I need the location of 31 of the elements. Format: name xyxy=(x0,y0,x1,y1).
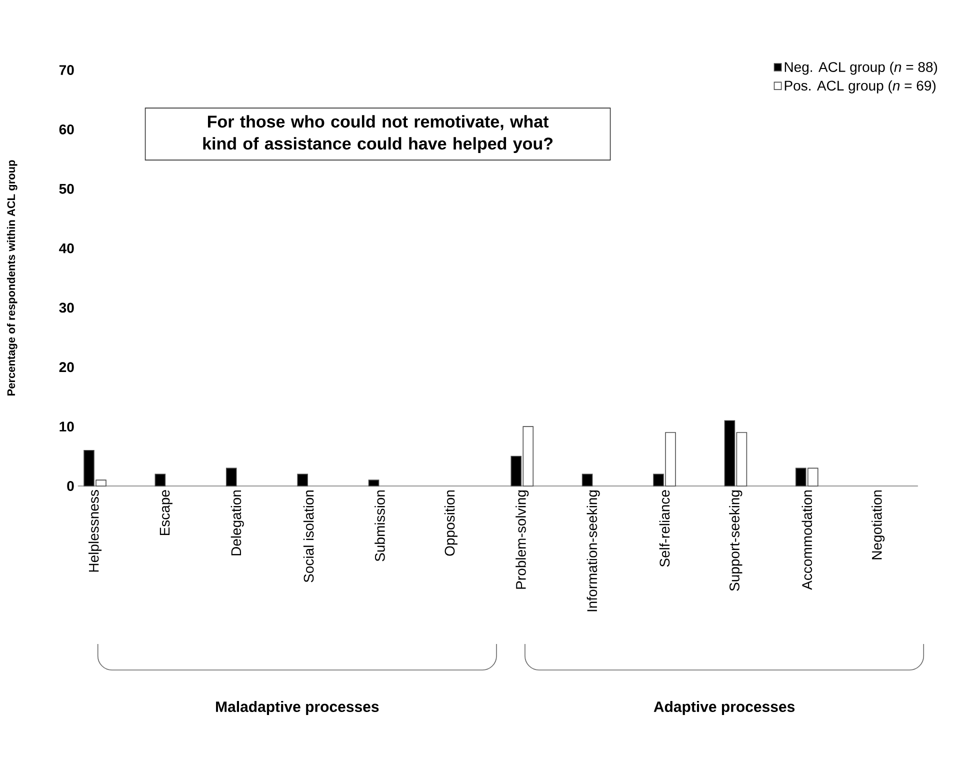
y-tick-label: 70 xyxy=(59,65,74,75)
x-tick-label: Social isolation xyxy=(303,490,314,582)
x-tick-label: Escape xyxy=(160,490,172,536)
y-tick-label: 30 xyxy=(59,302,74,313)
y-tick-label: 60 xyxy=(59,124,74,134)
x-tick-label: Opposition xyxy=(444,490,458,556)
y-axis-title: Percentage of respondents within ACL group xyxy=(6,160,18,396)
y-tick-label: 10 xyxy=(60,422,74,432)
bar xyxy=(368,480,380,486)
bar xyxy=(297,474,308,486)
x-tick-label: Self-reliance xyxy=(659,490,670,567)
x-tick-label: Negotiation xyxy=(872,490,885,560)
bar xyxy=(226,468,237,486)
y-tick-label: 40 xyxy=(59,243,74,254)
bar xyxy=(154,474,166,486)
x-tick-label: Accommodation xyxy=(802,490,812,590)
y-tick-label: 0 xyxy=(67,481,74,491)
text: Adaptive processes xyxy=(654,701,795,715)
bar xyxy=(582,474,593,486)
legend-label: Pos. ACL group (n = 69) xyxy=(784,80,936,94)
y-tick-label: 50 xyxy=(59,184,74,194)
x-tick-label: Information-seeking xyxy=(586,490,600,612)
x-tick-label: Support-seeking xyxy=(729,490,742,591)
x-tick-label: Delegation xyxy=(230,490,244,556)
x-tick-label: Problem-solving xyxy=(516,490,529,589)
text: For those who could not remotivate, what kind of assistance could have helped you? xyxy=(203,115,553,153)
text: Maladaptive processes xyxy=(216,701,379,715)
x-tick-label: Submission xyxy=(374,490,385,562)
legend-label: Neg. ACL group (n = 88) xyxy=(784,62,938,75)
x-tick-label: Helplessness xyxy=(88,490,102,572)
y-tick-label: 20 xyxy=(59,362,74,372)
